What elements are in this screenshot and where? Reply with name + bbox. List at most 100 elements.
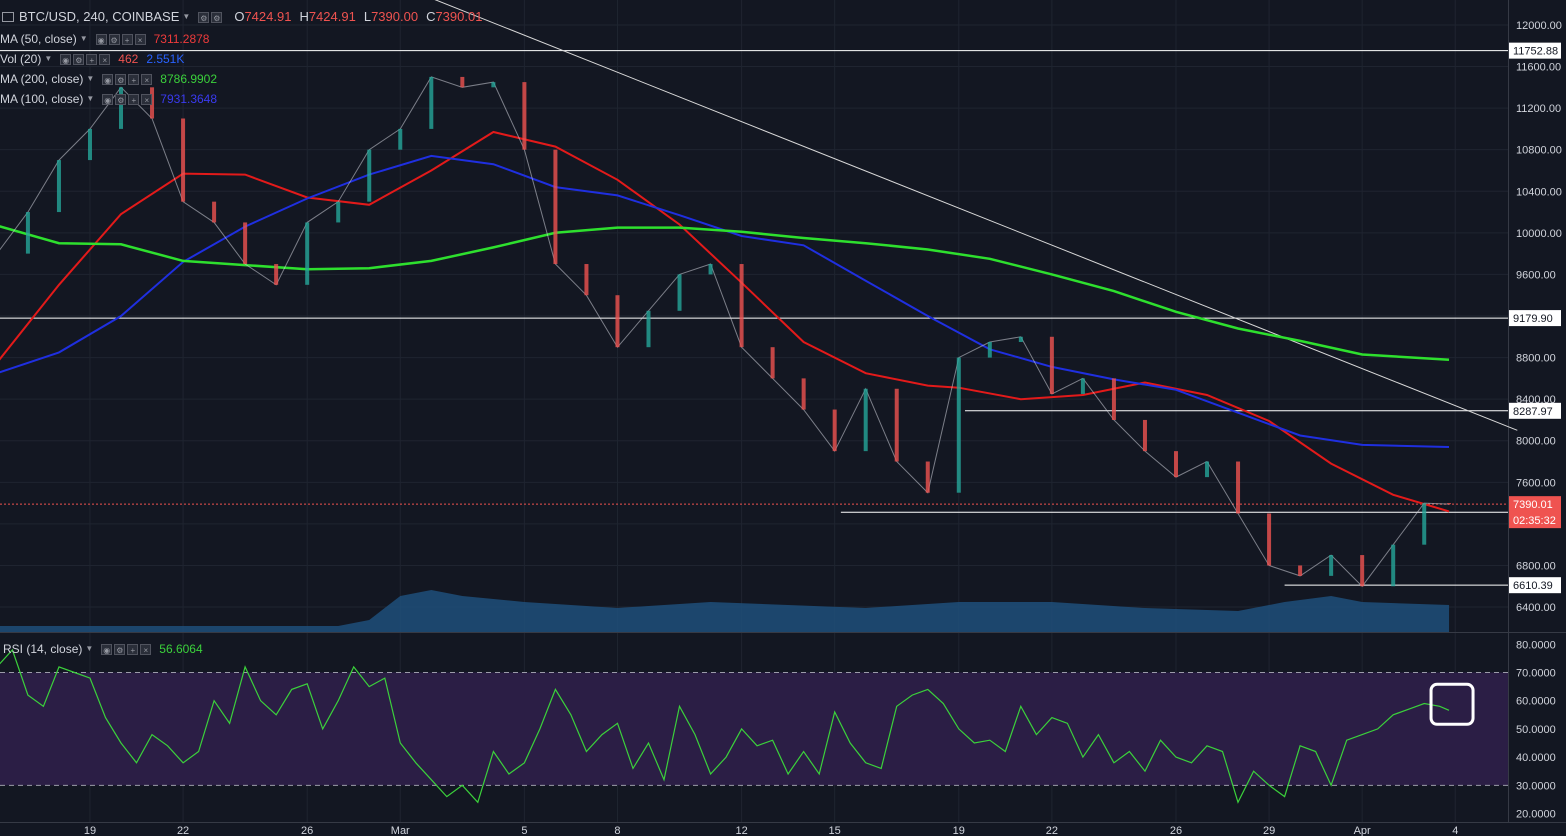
candle <box>305 222 310 285</box>
eye-icon[interactable]: ◉ <box>102 93 114 105</box>
eye-icon[interactable]: ◉ <box>95 33 107 45</box>
candle <box>708 264 713 275</box>
plus-icon[interactable]: + <box>86 53 98 65</box>
chevron-down-icon[interactable]: ▼ <box>79 34 88 43</box>
candle <box>1080 378 1085 394</box>
candle <box>87 128 92 161</box>
gear-icon[interactable]: ⚙ <box>114 643 126 655</box>
candle <box>429 76 434 129</box>
candle <box>181 118 186 202</box>
chevron-down-icon[interactable]: ▼ <box>86 74 95 83</box>
ma100-label[interactable]: MA (100, close) <box>0 92 84 106</box>
chevron-down-icon[interactable]: ▼ <box>44 54 53 63</box>
volume-legend[interactable]: Vol (20) ▼ ◉ ⚙ + × 462 2.551K <box>0 50 184 68</box>
low-value: 7390.00 <box>371 9 419 24</box>
candle <box>367 149 372 202</box>
candle <box>1049 336 1054 394</box>
time-tick-label: 26 <box>1170 825 1182 836</box>
level-label-box <box>1509 402 1561 419</box>
open-key: O <box>234 9 245 24</box>
time-tick-label: Apr <box>1354 825 1371 836</box>
rsi-tick-label: 60.0000 <box>1516 696 1556 708</box>
menu-icon[interactable] <box>2 12 14 22</box>
last-price-label: 7390.01 <box>1513 499 1553 511</box>
time-tick-label: 12 <box>735 825 747 836</box>
level-label: 6610.39 <box>1513 580 1553 592</box>
candle <box>739 264 744 348</box>
price-tick-label: 10800.00 <box>1516 145 1562 157</box>
candle <box>212 201 217 223</box>
candle <box>1236 461 1241 514</box>
ma-line-2 <box>0 225 1450 361</box>
candle <box>553 149 558 265</box>
candle <box>646 310 651 348</box>
rsi-tick-label: 20.0000 <box>1516 809 1556 821</box>
close-icon[interactable]: × <box>140 643 152 655</box>
level-label: 9179.90 <box>1513 313 1553 325</box>
symbol-label[interactable]: BTC/USD, 240, COINBASE <box>19 9 180 24</box>
level-label: 11752.88 <box>1513 46 1558 58</box>
plus-icon[interactable]: + <box>127 643 139 655</box>
close-icon[interactable]: × <box>141 93 153 105</box>
price-close-line <box>0 76 1450 588</box>
candle <box>1422 503 1427 545</box>
ma50-legend[interactable]: MA (50, close) ▼ ◉ ⚙ + × 7311.2878 <box>0 30 209 48</box>
time-tick-label: 22 <box>1046 825 1058 836</box>
gear-icon[interactable]: ⚙ <box>115 93 127 105</box>
eye-icon[interactable]: ◉ <box>102 73 114 85</box>
ma100-legend[interactable]: MA (100, close) ▼ ◉ ⚙ + × 7931.3648 <box>0 90 217 108</box>
price-tick-label: 7600.00 <box>1516 477 1556 489</box>
candle <box>25 212 30 254</box>
close-icon[interactable]: × <box>134 33 146 45</box>
settings-icon[interactable]: ⚙ <box>198 11 210 23</box>
candle <box>615 295 620 348</box>
ma200-label[interactable]: MA (200, close) <box>0 72 84 86</box>
level-label-box <box>1509 577 1561 594</box>
candle <box>1391 544 1396 587</box>
high-key: H <box>299 9 309 24</box>
volume-label[interactable]: Vol (20) <box>0 52 42 66</box>
close-icon[interactable]: × <box>141 73 153 85</box>
candle <box>460 76 465 88</box>
time-tick-label: 29 <box>1263 825 1275 836</box>
ma50-label[interactable]: MA (50, close) <box>0 32 77 46</box>
time-tick-label: 19 <box>84 825 96 836</box>
time-tick-label: 15 <box>829 825 841 836</box>
gear-icon[interactable]: ⚙ <box>73 53 85 65</box>
chevron-down-icon[interactable]: ▼ <box>85 644 94 653</box>
plus-icon[interactable]: + <box>128 73 140 85</box>
volume-ma-value: 2.551K <box>146 52 185 66</box>
candle <box>1018 336 1023 342</box>
rsi-legend[interactable]: RSI (14, close) ▼ ◉ ⚙ + × 56.6064 <box>0 640 203 658</box>
gear-icon[interactable]: ⚙ <box>211 11 223 23</box>
price-tick-label: 6800.00 <box>1516 560 1556 572</box>
plus-icon[interactable]: + <box>121 33 133 45</box>
rsi-label[interactable]: RSI (14, close) <box>3 642 83 656</box>
close-icon[interactable]: × <box>99 53 111 65</box>
close-value: 7390.01 <box>435 9 483 24</box>
rsi-line <box>0 648 1450 804</box>
price-tick-label: 12000.00 <box>1516 20 1562 32</box>
price-tick-label: 6400.00 <box>1516 602 1556 614</box>
eye-icon[interactable]: ◉ <box>60 53 72 65</box>
chevron-down-icon[interactable]: ▼ <box>86 94 95 103</box>
gear-icon[interactable]: ⚙ <box>115 73 127 85</box>
price-tick-label: 9600.00 <box>1516 269 1556 281</box>
ma-line-1 <box>0 154 1450 448</box>
candle <box>336 201 341 223</box>
gear-icon[interactable]: ⚙ <box>108 33 120 45</box>
candle <box>1142 419 1147 452</box>
candle <box>522 82 527 150</box>
eye-icon[interactable]: ◉ <box>101 643 113 655</box>
time-tick-label: 22 <box>177 825 189 836</box>
rsi-tick-label: 70.0000 <box>1516 667 1556 679</box>
rsi-highlight-box <box>1429 682 1475 726</box>
ma200-legend[interactable]: MA (200, close) ▼ ◉ ⚙ + × 8786.9902 <box>0 70 217 88</box>
ma200-value: 8786.9902 <box>160 72 218 86</box>
countdown-label: 02:35:32 <box>1513 515 1556 527</box>
time-tick-label: 19 <box>953 825 965 836</box>
plus-icon[interactable]: + <box>128 93 140 105</box>
chevron-down-icon[interactable]: ▼ <box>182 12 191 21</box>
